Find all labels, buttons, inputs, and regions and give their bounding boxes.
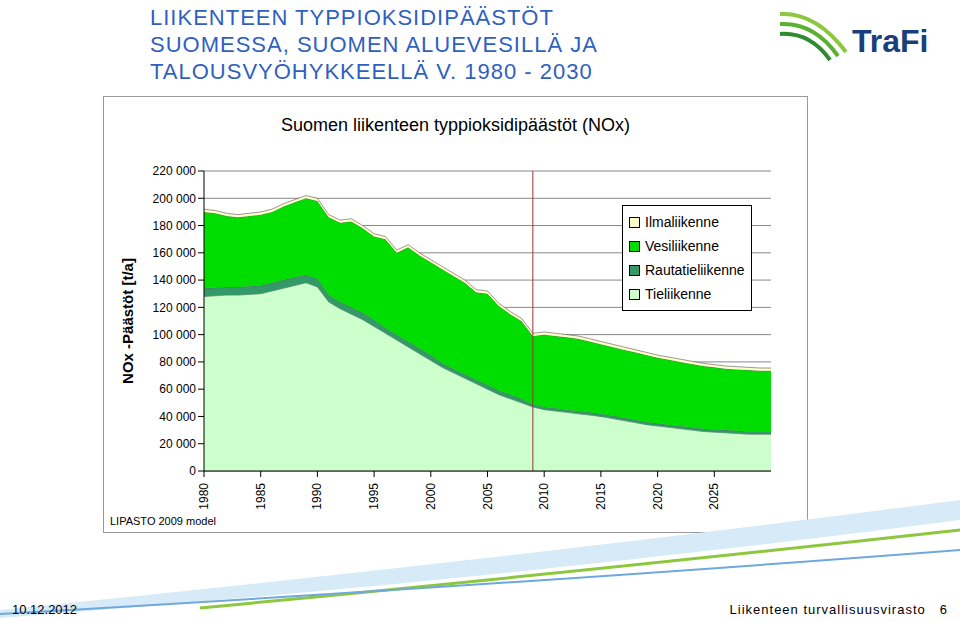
- html-text:Vesiliikenne: Vesiliikenne: [645, 238, 719, 254]
- html-text:LIPASTO 2009 model: LIPASTO 2009 model: [110, 515, 216, 527]
- svg-text:120 000: 120 000: [153, 301, 197, 315]
- html-text:6: 6: [939, 602, 948, 617]
- svg-text:160 000: 160 000: [153, 246, 197, 260]
- html-text:Liikenteen turvallisuusvirasto: Liikenteen turvallisuusvirasto: [729, 602, 926, 617]
- svg-text:180 000: 180 000: [153, 219, 197, 233]
- html-text:Rautatieliikenne: Rautatieliikenne: [645, 262, 745, 278]
- svg-text:2025: 2025: [707, 483, 721, 510]
- html-text:Suomen liikenteen typpioksidip: Suomen liikenteen typpioksidipäästöt (NO…: [280, 115, 631, 135]
- svg-text:220 000: 220 000: [153, 164, 197, 178]
- html-text:Ilmaliikenne: Ilmaliikenne: [645, 214, 719, 230]
- svg-text:200 000: 200 000: [153, 192, 197, 206]
- html-text:TALOUSVYÖHYKKEELLÄ V. 1980 - 2: TALOUSVYÖHYKKEELLÄ V. 1980 - 2030: [150, 59, 593, 84]
- svg-text:20 000: 20 000: [159, 437, 196, 451]
- svg-text:2020: 2020: [651, 483, 665, 510]
- svg-text:2010: 2010: [537, 483, 551, 510]
- svg-text:140 000: 140 000: [153, 273, 197, 287]
- html-text:10.12.2012: 10.12.2012: [12, 602, 78, 617]
- svg-text:1980: 1980: [197, 483, 211, 510]
- svg-text:2015: 2015: [594, 483, 608, 510]
- svg-text:NOx -Päästöt [t/a]: NOx -Päästöt [t/a]: [119, 258, 136, 384]
- svg-text:100 000: 100 000: [153, 328, 197, 342]
- html-text:LIIKENTEEN TYPPIOKSIDIPÄÄSTÖT: LIIKENTEEN TYPPIOKSIDIPÄÄSTÖT: [150, 5, 554, 30]
- svg-text:0: 0: [189, 464, 196, 478]
- svg-text:TraFi: TraFi: [852, 23, 928, 59]
- html-text:Tieliikenne: Tieliikenne: [645, 286, 712, 302]
- svg-text:2005: 2005: [481, 483, 495, 510]
- svg-text:1995: 1995: [367, 483, 381, 510]
- svg-text:1990: 1990: [310, 483, 324, 510]
- svg-text:1985: 1985: [254, 483, 268, 510]
- svg-text:2000: 2000: [424, 483, 438, 510]
- svg-text:80 000: 80 000: [159, 355, 196, 369]
- svg-text:40 000: 40 000: [159, 410, 196, 424]
- html-text:SUOMESSA, SUOMEN ALUEVESILLÄ J: SUOMESSA, SUOMEN ALUEVESILLÄ JA: [150, 32, 598, 57]
- svg-text:60 000: 60 000: [159, 382, 196, 396]
